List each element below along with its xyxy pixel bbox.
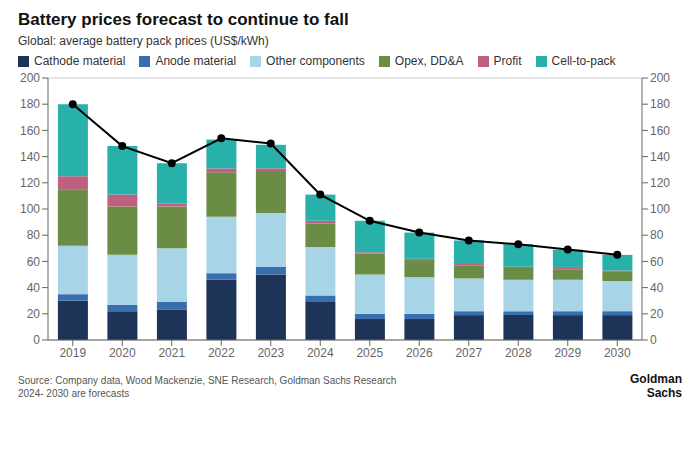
- html-text:Opex, DD&A: Opex, DD&A: [394, 54, 464, 68]
- html-text:Profit: Profit: [493, 54, 522, 68]
- svg-text:2029: 2029: [554, 346, 581, 360]
- svg-text:2024: 2024: [307, 346, 334, 360]
- svg-text:140: 140: [20, 150, 40, 164]
- svg-text:0: 0: [33, 333, 40, 347]
- svg-text:0: 0: [650, 333, 657, 347]
- svg-text:2027: 2027: [455, 346, 482, 360]
- html-text:2024- 2030 are forecasts: 2024- 2030 are forecasts: [18, 388, 130, 399]
- svg-text:2022: 2022: [208, 346, 235, 360]
- svg-text:2030: 2030: [604, 346, 631, 360]
- svg-text:20: 20: [27, 307, 41, 321]
- html-text:Sachs: Sachs: [646, 386, 682, 400]
- svg-text:2026: 2026: [406, 346, 433, 360]
- html-text:Goldman: Goldman: [630, 372, 682, 386]
- html-text:Global: average battery pack p: Global: average battery pack prices (US$…: [18, 34, 269, 48]
- svg-text:160: 160: [20, 124, 40, 138]
- svg-text:120: 120: [20, 176, 40, 190]
- svg-text:40: 40: [27, 281, 41, 295]
- svg-text:100: 100: [650, 202, 670, 216]
- svg-text:100: 100: [20, 202, 40, 216]
- svg-text:200: 200: [650, 71, 670, 85]
- svg-text:2028: 2028: [505, 346, 532, 360]
- html-text:Cathode material: Cathode material: [34, 54, 126, 68]
- svg-text:20: 20: [650, 307, 664, 321]
- svg-text:140: 140: [650, 150, 670, 164]
- svg-text:60: 60: [27, 255, 41, 269]
- svg-text:180: 180: [650, 97, 670, 111]
- svg-text:80: 80: [650, 228, 664, 242]
- svg-text:180: 180: [20, 97, 40, 111]
- svg-text:2021: 2021: [158, 346, 185, 360]
- svg-text:80: 80: [27, 228, 41, 242]
- svg-text:2019: 2019: [59, 346, 86, 360]
- html-text:Cell-to-pack: Cell-to-pack: [551, 54, 616, 68]
- svg-text:2025: 2025: [356, 346, 383, 360]
- svg-text:200: 200: [20, 71, 40, 85]
- html-text:Other components: Other components: [266, 54, 365, 68]
- svg-text:2020: 2020: [109, 346, 136, 360]
- html-text:Battery prices forecast to con: Battery prices forecast to continue to f…: [18, 10, 349, 29]
- svg-text:2023: 2023: [257, 346, 284, 360]
- svg-text:60: 60: [650, 255, 664, 269]
- svg-text:120: 120: [650, 176, 670, 190]
- html-text:Anode material: Anode material: [155, 54, 237, 68]
- svg-text:40: 40: [650, 281, 664, 295]
- html-text:Source: Company data, Wood Mac: Source: Company data, Wood Mackenzie, SN…: [18, 375, 397, 386]
- svg-text:160: 160: [650, 124, 670, 138]
